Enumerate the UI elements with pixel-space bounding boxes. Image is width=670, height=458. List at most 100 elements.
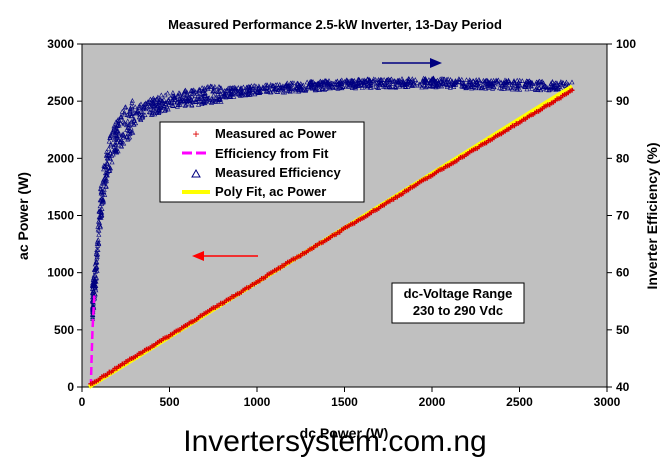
legend-label: Measured ac Power bbox=[215, 126, 336, 141]
plus-marker-icon: + bbox=[192, 127, 199, 141]
efficiency-point bbox=[344, 77, 350, 83]
efficiency-point bbox=[479, 84, 485, 90]
y2-tick-label: 70 bbox=[616, 209, 630, 223]
efficiency-point bbox=[183, 102, 189, 107]
efficiency-point bbox=[115, 128, 121, 134]
efficiency-point bbox=[97, 220, 102, 225]
efficiency-point bbox=[266, 86, 272, 92]
efficiency-point bbox=[524, 78, 530, 84]
efficiency-point bbox=[285, 83, 291, 88]
efficiency-point bbox=[169, 102, 175, 108]
efficiency-point bbox=[94, 238, 100, 244]
efficiency-point bbox=[378, 80, 384, 86]
efficiency-point bbox=[104, 151, 110, 157]
efficiency-point bbox=[539, 78, 545, 84]
efficiency-point bbox=[253, 83, 259, 89]
efficiency-point bbox=[233, 91, 239, 97]
efficiency-point bbox=[257, 90, 263, 95]
efficiency-point bbox=[502, 81, 508, 87]
efficiency-point bbox=[97, 203, 103, 209]
efficiency-point bbox=[102, 164, 108, 169]
efficiency-point bbox=[370, 81, 376, 87]
efficiency-point bbox=[490, 82, 496, 88]
efficiency-point bbox=[333, 84, 339, 90]
efficiency-point bbox=[125, 118, 131, 124]
efficiency-point bbox=[529, 81, 535, 86]
efficiency-point bbox=[361, 81, 367, 87]
efficiency-point bbox=[461, 83, 467, 88]
legend-item-poly-fit: Poly Fit, ac Power bbox=[182, 184, 326, 199]
efficiency-point bbox=[312, 87, 318, 93]
efficiency-point bbox=[113, 119, 119, 124]
efficiency-point bbox=[293, 88, 299, 94]
efficiency-point bbox=[374, 84, 380, 90]
efficiency-point bbox=[459, 79, 465, 85]
efficiency-point bbox=[423, 78, 429, 84]
efficiency-point bbox=[528, 83, 534, 89]
efficiency-point bbox=[510, 84, 516, 90]
efficiency-point bbox=[511, 78, 517, 83]
efficiency-point bbox=[127, 128, 133, 134]
efficiency-point bbox=[494, 78, 500, 84]
efficiency-point bbox=[138, 116, 143, 121]
efficiency-point bbox=[470, 78, 476, 83]
efficiency-point bbox=[254, 89, 260, 94]
efficiency-point bbox=[403, 78, 409, 84]
efficiency-point bbox=[384, 77, 390, 83]
efficiency-point bbox=[382, 83, 388, 89]
efficiency-point bbox=[273, 86, 279, 92]
efficiency-point bbox=[219, 94, 225, 99]
efficiency-point bbox=[304, 79, 310, 85]
y2-tick-label: 80 bbox=[616, 151, 630, 165]
efficiency-point bbox=[92, 261, 98, 267]
efficiency-point bbox=[435, 77, 440, 83]
efficiency-point bbox=[558, 82, 564, 87]
efficiency-point bbox=[538, 79, 544, 85]
efficiency-point bbox=[145, 99, 151, 105]
efficiency-point bbox=[526, 82, 532, 87]
efficiency-point bbox=[495, 81, 501, 87]
efficiency-point bbox=[409, 79, 414, 85]
efficiency-point bbox=[102, 192, 108, 197]
efficiency-point bbox=[105, 152, 111, 158]
efficiency-point bbox=[160, 98, 165, 103]
y2-axis-label: Inverter Efficiency (%) bbox=[644, 142, 660, 289]
efficiency-point bbox=[393, 83, 399, 89]
efficiency-point bbox=[560, 79, 566, 85]
efficiency-point bbox=[549, 83, 555, 89]
efficiency-point bbox=[189, 101, 195, 107]
efficiency-point bbox=[114, 139, 120, 145]
efficiency-point bbox=[381, 76, 387, 82]
measured-efficiency-points bbox=[90, 75, 575, 321]
efficiency-point bbox=[522, 84, 528, 89]
x-axis: 0 500 1000 1500 2000 2500 3000 bbox=[79, 387, 621, 409]
efficiency-point bbox=[519, 78, 525, 83]
legend-item-efficiency-from-fit: Efficiency from Fit bbox=[182, 146, 329, 161]
efficiency-point bbox=[535, 82, 541, 88]
efficiency-point bbox=[121, 120, 127, 125]
efficiency-point bbox=[555, 85, 561, 90]
efficiency-point bbox=[124, 127, 130, 132]
efficiency-point bbox=[150, 111, 156, 117]
efficiency-point bbox=[257, 88, 263, 94]
efficiency-point bbox=[300, 82, 306, 88]
efficiency-point bbox=[322, 86, 328, 92]
efficiency-point bbox=[485, 80, 491, 85]
efficiency-point bbox=[349, 85, 355, 90]
efficiency-point bbox=[517, 86, 523, 92]
efficiency-point bbox=[412, 82, 418, 88]
plot-area bbox=[81, 43, 608, 389]
efficiency-point bbox=[94, 252, 100, 258]
efficiency-point bbox=[340, 84, 346, 89]
efficiency-fit-path bbox=[89, 295, 96, 388]
efficiency-point bbox=[106, 138, 112, 144]
efficiency-point bbox=[373, 76, 379, 82]
efficiency-point bbox=[149, 97, 155, 102]
efficiency-point bbox=[95, 226, 101, 232]
efficiency-point bbox=[365, 76, 371, 82]
x-tick-label: 1000 bbox=[244, 395, 271, 409]
efficiency-point bbox=[228, 88, 234, 93]
efficiency-point bbox=[93, 287, 99, 293]
efficiency-point bbox=[409, 82, 415, 88]
efficiency-point bbox=[445, 76, 451, 82]
